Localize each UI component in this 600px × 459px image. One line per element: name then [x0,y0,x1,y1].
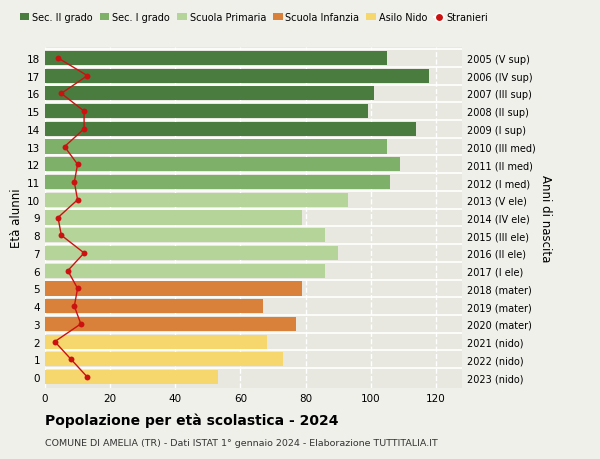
Text: COMUNE DI AMELIA (TR) - Dati ISTAT 1° gennaio 2024 - Elaborazione TUTTITALIA.IT: COMUNE DI AMELIA (TR) - Dati ISTAT 1° ge… [45,438,438,448]
Bar [45,370,218,384]
Bar [45,176,391,190]
Bar [45,317,296,331]
Point [83,374,92,381]
Bar [45,140,387,154]
Point [70,179,79,186]
Bar [45,229,325,243]
Point [70,303,79,310]
Point [53,214,63,222]
Bar [45,335,266,349]
Point [83,73,92,80]
Bar [45,105,368,119]
Bar [45,264,325,278]
Bar [45,87,374,101]
Point [79,250,89,257]
Bar [45,211,302,225]
Bar [45,353,283,367]
Bar [45,158,400,172]
Point [66,356,76,363]
Point [73,161,82,168]
Point [79,108,89,116]
Bar [45,246,338,261]
Bar [45,52,387,66]
Y-axis label: Età alunni: Età alunni [10,188,23,248]
Point [73,285,82,292]
Point [76,320,86,328]
Point [79,126,89,133]
Bar [45,69,430,84]
Bar [45,299,263,313]
Point [53,55,63,62]
Text: Popolazione per età scolastica - 2024: Popolazione per età scolastica - 2024 [45,413,338,428]
Legend: Sec. II grado, Sec. I grado, Scuola Primaria, Scuola Infanzia, Asilo Nido, Stran: Sec. II grado, Sec. I grado, Scuola Prim… [16,9,493,27]
Y-axis label: Anni di nascita: Anni di nascita [539,174,552,262]
Point [60,144,70,151]
Bar [45,282,302,296]
Point [50,338,59,346]
Point [56,232,66,240]
Point [63,268,73,275]
Bar [45,123,416,137]
Point [56,90,66,98]
Point [73,196,82,204]
Bar [45,193,348,207]
